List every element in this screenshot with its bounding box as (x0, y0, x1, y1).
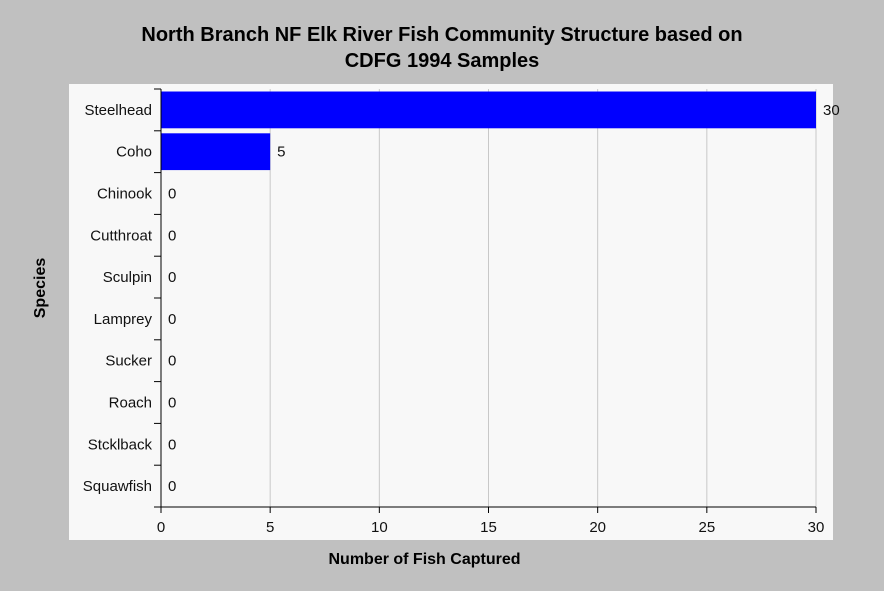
y-tick-label: Sucker (105, 353, 152, 370)
data-label: 0 (168, 227, 176, 244)
x-tick-label: 20 (589, 519, 606, 536)
data-label: 30 (823, 102, 840, 119)
x-tick-label: 15 (480, 519, 497, 536)
x-tick-label: 0 (157, 519, 165, 536)
chart-title-line-2: CDFG 1994 Samples (344, 50, 540, 72)
y-tick-label: Lamprey (94, 311, 153, 328)
y-tick-label: Roach (109, 395, 152, 412)
x-tick-label: 25 (698, 519, 715, 536)
data-label: 5 (277, 144, 285, 161)
data-label: 0 (168, 186, 176, 203)
x-tick-label: 10 (371, 519, 388, 536)
x-tick-label: 30 (808, 519, 825, 536)
y-tick-label: Cutthroat (90, 227, 153, 244)
y-tick-label: Stcklback (88, 436, 153, 453)
x-axis-label: Number of Fish Captured (328, 551, 521, 568)
data-label: 0 (168, 436, 176, 453)
bar (161, 133, 271, 171)
y-tick-label: Coho (116, 144, 152, 161)
data-label: 0 (168, 395, 176, 412)
chart-title-line-1: North Branch NF Elk River Fish Community… (141, 24, 743, 46)
y-tick-label: Chinook (97, 186, 153, 203)
data-label: 0 (168, 353, 176, 370)
y-tick-label: Steelhead (84, 102, 152, 119)
x-tick-label: 5 (266, 519, 274, 536)
chart-title: North Branch NF Elk River Fish Community… (0, 22, 884, 74)
data-label: 0 (168, 269, 176, 286)
data-label: 0 (168, 478, 176, 495)
y-tick-label: Sculpin (103, 269, 152, 286)
bar (161, 91, 816, 129)
y-axis-label: Species (32, 257, 49, 319)
y-tick-label: Squawfish (83, 478, 152, 495)
data-label: 0 (168, 311, 176, 328)
